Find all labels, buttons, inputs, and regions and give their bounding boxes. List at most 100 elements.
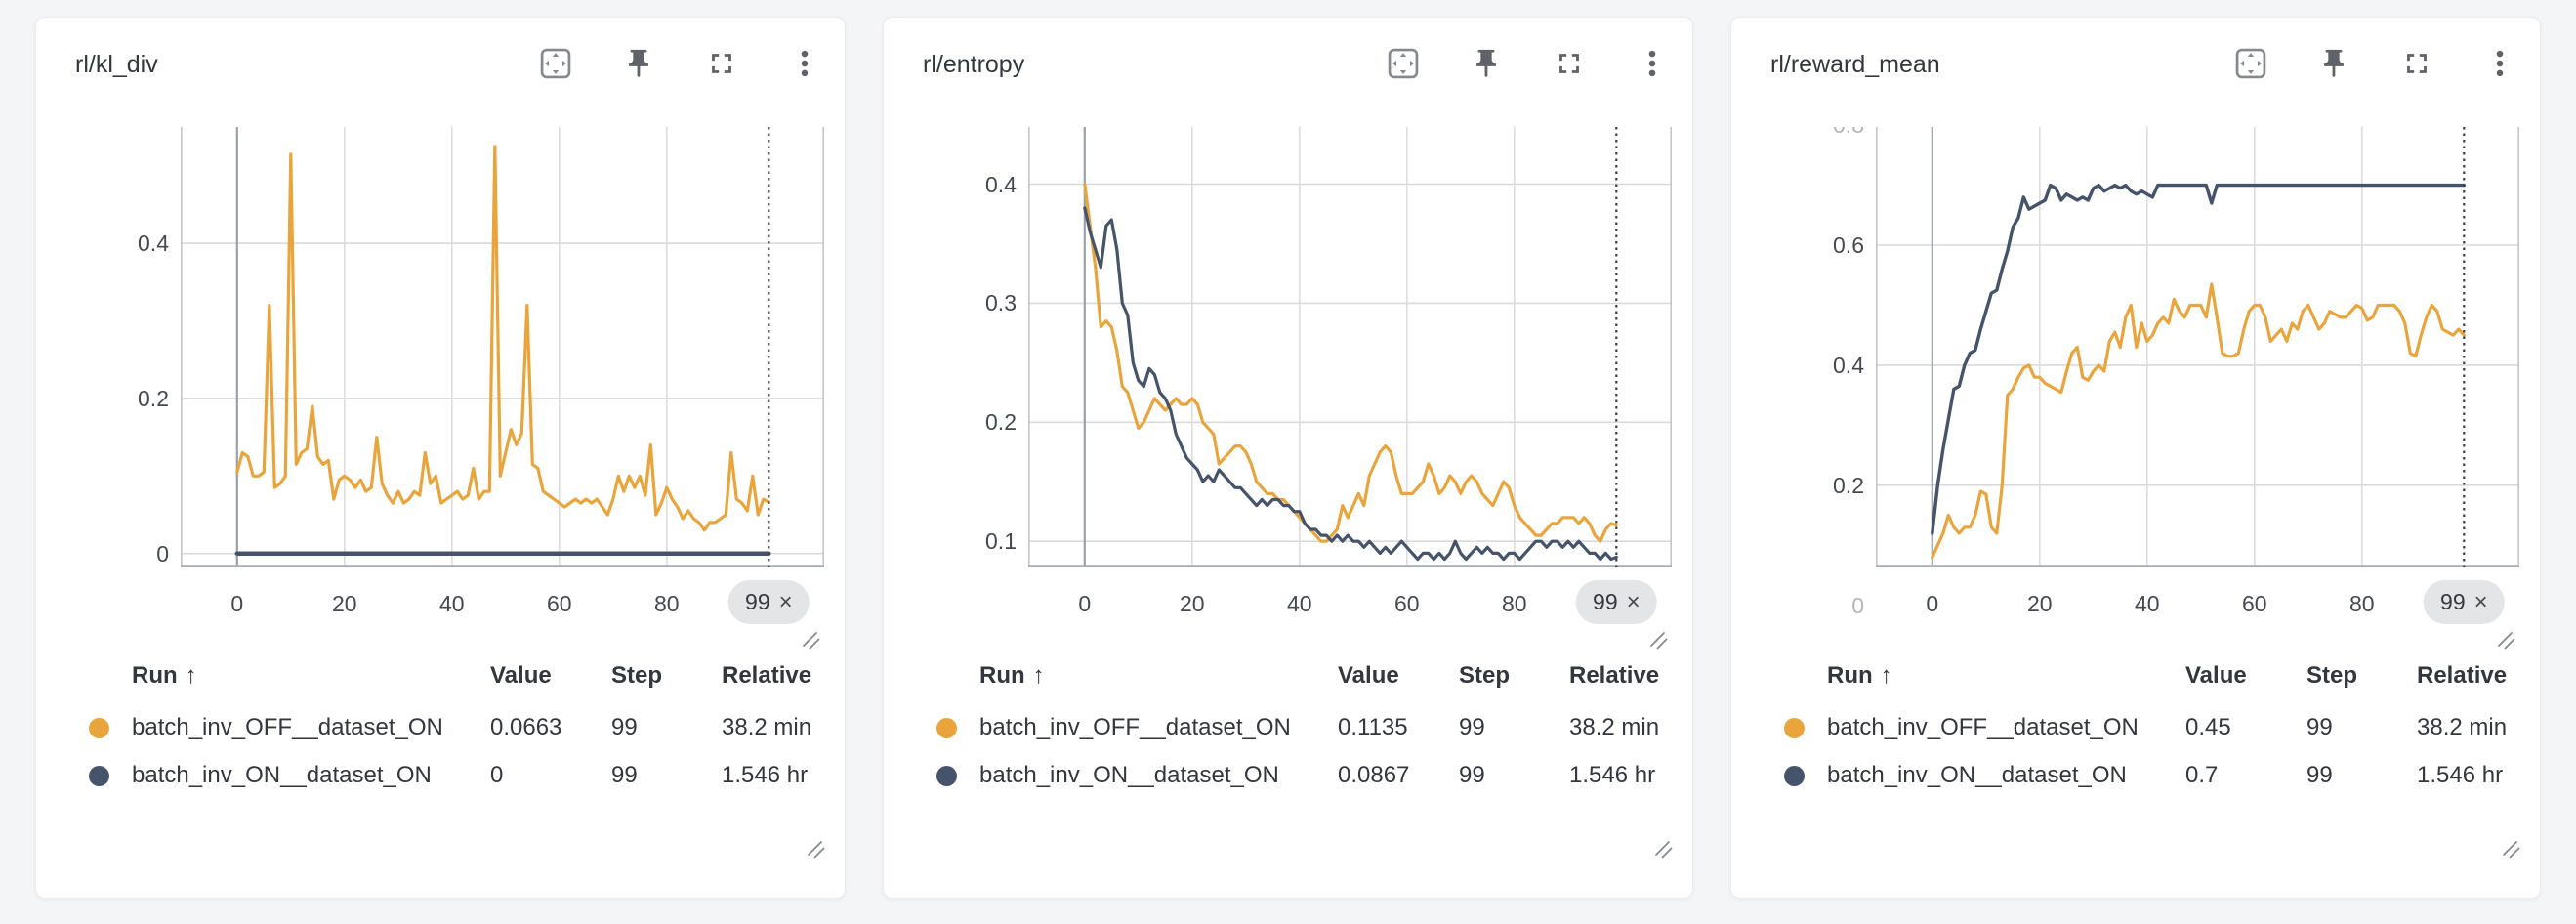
sort-ascending-icon: ↑ (185, 662, 197, 689)
panel-resize-handle-icon[interactable] (1652, 838, 1674, 860)
x-axis-tick-label: 80 (2349, 591, 2375, 616)
legend-header-run[interactable]: Run ↑ (1827, 662, 1892, 689)
legend-header: Run ↑ Value Step Relative (65, 662, 837, 692)
pin-icon (2317, 47, 2350, 83)
run-value: 0 (490, 762, 504, 788)
run-relative-time: 38.2 min (722, 714, 812, 740)
chart-resize-handle-icon[interactable] (2495, 629, 2516, 651)
legend-header-relative[interactable]: Relative (1569, 662, 1660, 689)
dismiss-icon[interactable]: × (1626, 588, 1641, 615)
run-name[interactable]: batch_inv_OFF__dataset_ON (132, 714, 443, 740)
panel-card-reward-mean: rl/reward_mean 99 × 0 0.2 0.4 0.6 0.8 0 20 40 60 8… (1730, 17, 2541, 899)
legend-header-value[interactable]: Value (1338, 662, 1399, 689)
fullscreen-icon (705, 47, 738, 83)
y-axis-tick-label: 0.4 (985, 171, 1017, 197)
more-menu-button[interactable] (2478, 43, 2521, 86)
crosshair-step-badge[interactable]: 99 × (728, 580, 810, 624)
kebab-menu-icon (788, 47, 821, 83)
crosshair-step-value: 99 (2440, 589, 2466, 614)
run-value: 0.1135 (1338, 714, 1408, 740)
legend-header: Run ↑ Value Step Relative (913, 662, 1684, 692)
crosshair-step-value: 99 (745, 589, 770, 614)
run-step: 99 (1459, 714, 1485, 740)
y-axis-tick-label: 0.4 (138, 231, 169, 257)
pan-button[interactable] (1382, 43, 1425, 86)
y-axis-tick-label: 0.4 (1833, 352, 1864, 378)
panel-card-entropy: rl/entropy 99 × 0.1 0.2 0.3 0.4 0 20 40 60 80 Run… (883, 17, 1693, 899)
legend-header-run[interactable]: Run ↑ (979, 662, 1045, 689)
pin-icon (1470, 47, 1503, 83)
y-axis-tick-label: 0.2 (985, 409, 1017, 436)
legend-header-step[interactable]: Step (2306, 662, 2358, 689)
chart-reward-mean[interactable]: 99 × 0 0.2 0.4 0.6 0.8 0 20 40 60 80 (1761, 127, 2532, 674)
legend-header-step[interactable]: Step (1459, 662, 1511, 689)
panel-resize-handle-icon[interactable] (805, 838, 826, 860)
run-name[interactable]: batch_inv_ON__dataset_ON (1827, 762, 2127, 788)
pan-button[interactable] (2229, 43, 2272, 86)
pin-button[interactable] (1465, 43, 1508, 86)
panel-title: rl/reward_mean (1770, 51, 1940, 78)
run-color-dot (936, 718, 957, 738)
chart-resize-handle-icon[interactable] (1647, 629, 1669, 651)
panel-card-kl-div: rl/kl_div 99 × 0 0.2 0.4 0 20 40 60 80 Run ↑ Valu… (35, 17, 846, 899)
line-chart[interactable] (1876, 127, 2519, 567)
chart-kl-div[interactable]: 99 × 0 0.2 0.4 0 20 40 60 80 (65, 127, 837, 674)
legend-row[interactable]: batch_inv_OFF__dataset_ON 0.0663 99 38.2… (65, 714, 837, 743)
y-axis-tick-label: 0 (1851, 592, 1864, 618)
y-axis-tick-label: 0.1 (985, 528, 1017, 555)
legend-header-value[interactable]: Value (2185, 662, 2247, 689)
y-axis-tick-label: 0.2 (1833, 472, 1864, 498)
x-axis-tick-label: 20 (1179, 591, 1205, 616)
crosshair-step-badge[interactable]: 99 × (1576, 580, 1657, 624)
x-axis-tick-label: 60 (547, 591, 572, 616)
line-chart[interactable] (1028, 127, 1672, 567)
chart-resize-handle-icon[interactable] (800, 629, 821, 651)
legend-header-run[interactable]: Run ↑ (132, 662, 197, 689)
line-chart[interactable] (181, 127, 824, 567)
crosshair-step-value: 99 (1593, 589, 1618, 614)
legend-header-value[interactable]: Value (490, 662, 552, 689)
x-axis-tick-label: 40 (2134, 591, 2160, 616)
run-name[interactable]: batch_inv_ON__dataset_ON (132, 762, 432, 788)
run-step: 99 (611, 762, 638, 788)
kebab-menu-icon (2483, 47, 2516, 83)
run-color-dot (89, 718, 109, 738)
fullscreen-button[interactable] (700, 43, 743, 86)
sort-ascending-icon: ↑ (1880, 662, 1892, 689)
legend-row[interactable]: batch_inv_ON__dataset_ON 0.0867 99 1.546… (913, 762, 1684, 791)
legend-row[interactable]: batch_inv_OFF__dataset_ON 0.45 99 38.2 m… (1761, 714, 2532, 743)
pin-button[interactable] (617, 43, 660, 86)
dismiss-icon[interactable]: × (2473, 588, 2488, 615)
panel-resize-handle-icon[interactable] (2500, 838, 2521, 860)
legend-row[interactable]: batch_inv_ON__dataset_ON 0.7 99 1.546 hr (1761, 762, 2532, 791)
fullscreen-icon (1553, 47, 1586, 83)
x-axis-tick-label: 0 (1926, 591, 1939, 616)
crosshair-step-badge[interactable]: 99 × (2424, 580, 2505, 624)
run-color-dot (89, 766, 109, 786)
dismiss-icon[interactable]: × (778, 588, 793, 615)
fullscreen-button[interactable] (2395, 43, 2438, 86)
run-relative-time: 38.2 min (1569, 714, 1660, 740)
more-menu-button[interactable] (1631, 43, 1674, 86)
x-axis-tick-label: 20 (2026, 591, 2053, 616)
fullscreen-button[interactable] (1548, 43, 1591, 86)
legend-header-step[interactable]: Step (611, 662, 663, 689)
chart-entropy[interactable]: 99 × 0.1 0.2 0.3 0.4 0 20 40 60 80 (913, 127, 1684, 674)
run-color-dot (1784, 718, 1805, 738)
run-value: 0.0663 (490, 714, 562, 740)
x-axis-tick-label: 60 (1394, 591, 1420, 616)
y-axis-tick-label: 0.8 (1770, 127, 1864, 139)
run-name[interactable]: batch_inv_OFF__dataset_ON (979, 714, 1291, 740)
legend-row[interactable]: batch_inv_OFF__dataset_ON 0.1135 99 38.2… (913, 714, 1684, 743)
legend-header-relative[interactable]: Relative (2417, 662, 2508, 689)
sort-ascending-icon: ↑ (1032, 662, 1045, 689)
pin-button[interactable] (2312, 43, 2355, 86)
pan-button[interactable] (534, 43, 577, 86)
legend-row[interactable]: batch_inv_ON__dataset_ON 0 99 1.546 hr (65, 762, 837, 791)
x-axis-tick-label: 60 (2242, 591, 2267, 616)
panel-title: rl/kl_div (75, 51, 158, 78)
more-menu-button[interactable] (783, 43, 826, 86)
run-name[interactable]: batch_inv_OFF__dataset_ON (1827, 714, 2139, 740)
run-name[interactable]: batch_inv_ON__dataset_ON (979, 762, 1279, 788)
legend-header-relative[interactable]: Relative (722, 662, 812, 689)
